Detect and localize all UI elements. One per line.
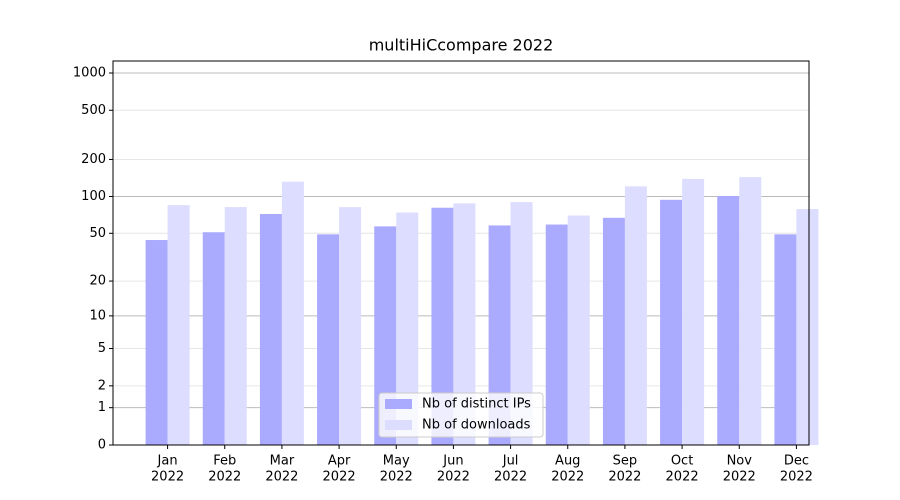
- bar: [259, 213, 282, 445]
- x-tick-label: 2022: [208, 470, 241, 485]
- bar: [145, 240, 168, 445]
- bar: [545, 224, 568, 445]
- x-tick-label: 2022: [723, 470, 756, 485]
- x-tick-label: 2022: [265, 470, 298, 485]
- x-tick-label: 2022: [494, 470, 527, 485]
- x-tick-label: Jan: [157, 454, 178, 469]
- x-tick-label: 2022: [323, 470, 356, 485]
- bar: [202, 232, 225, 445]
- y-tick-label: 200: [81, 152, 106, 167]
- y-tick-label: 100: [81, 189, 106, 204]
- x-tick-label: 2022: [780, 470, 813, 485]
- y-tick-label: 50: [89, 226, 106, 241]
- x-tick-label: 2022: [437, 470, 470, 485]
- legend-box: [378, 392, 544, 438]
- y-tick-label: 1000: [73, 66, 106, 81]
- bar: [317, 234, 340, 445]
- bar: [796, 209, 819, 445]
- x-tick-label: Apr: [328, 454, 351, 469]
- y-tick-label: 1: [98, 400, 106, 415]
- legend-swatch: [385, 420, 412, 430]
- legend-label: Nb of downloads: [422, 418, 531, 433]
- bar: [682, 178, 705, 445]
- x-tick-label: 2022: [666, 470, 699, 485]
- bar: [567, 215, 590, 445]
- chart-title: multiHiCcompare 2022: [369, 36, 554, 55]
- bar: [660, 199, 683, 445]
- x-tick-label: Mar: [270, 454, 295, 469]
- x-tick-label: 2022: [151, 470, 184, 485]
- x-tick-label: 2022: [608, 470, 641, 485]
- bar: [453, 203, 476, 445]
- x-tick-label: 2022: [551, 470, 584, 485]
- y-tick-label: 0: [98, 438, 106, 453]
- x-tick-label: Oct: [671, 454, 693, 469]
- x-tick-label: Jun: [442, 454, 463, 469]
- y-tick-label: 500: [81, 103, 106, 118]
- x-tick-label: May: [383, 454, 410, 469]
- x-tick-label: 2022: [380, 470, 413, 485]
- bar: [167, 205, 190, 445]
- x-tick-label: Feb: [213, 454, 236, 469]
- bar: [774, 234, 797, 445]
- plot-frame: [112, 60, 810, 446]
- x-tick-label: Jul: [502, 454, 519, 469]
- bar: [488, 225, 511, 445]
- bar: [339, 207, 362, 445]
- bar: [281, 181, 304, 445]
- bar: [739, 177, 762, 445]
- x-tick-label: Dec: [784, 454, 809, 469]
- bar: [624, 186, 647, 446]
- bar: [374, 226, 397, 445]
- legend-label: Nb of distinct IPs: [422, 397, 531, 412]
- y-tick-label: 5: [98, 341, 106, 356]
- bar: [510, 202, 533, 445]
- bar: [224, 207, 247, 445]
- x-tick-label: Nov: [727, 454, 753, 469]
- y-tick-label: 20: [89, 274, 106, 289]
- bar: [717, 195, 740, 445]
- bar: [396, 212, 419, 445]
- x-tick-label: Aug: [555, 454, 580, 469]
- legend-swatch: [385, 399, 412, 409]
- x-tick-label: Sep: [613, 454, 638, 469]
- y-tick-label: 10: [89, 308, 106, 323]
- y-tick-label: 2: [98, 378, 106, 393]
- bar: [431, 207, 454, 445]
- bar: [602, 217, 625, 445]
